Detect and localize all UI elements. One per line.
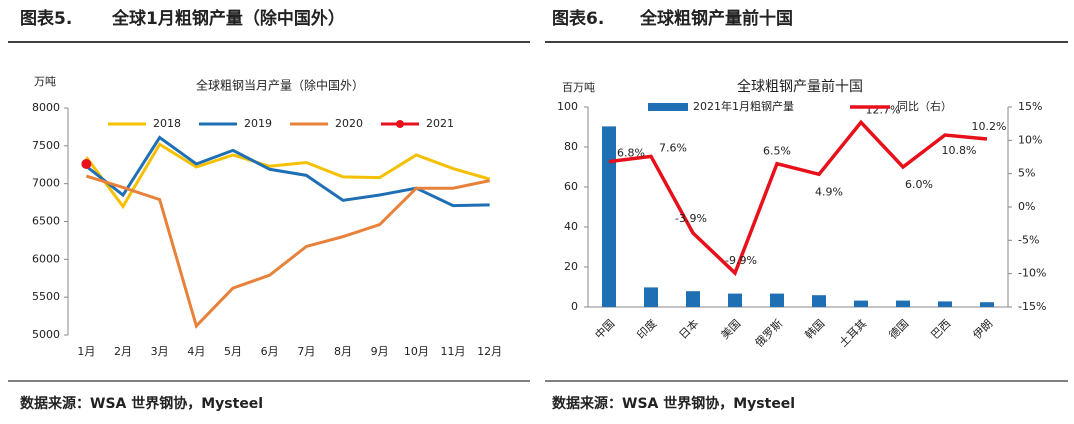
y-tick-label: 8000 — [32, 101, 60, 114]
data-label: -9.9% — [725, 254, 757, 267]
y-tick-label: 7500 — [32, 139, 60, 152]
x-tick-label: 11月 — [441, 345, 466, 358]
y2-tick-label: -15% — [1018, 300, 1046, 313]
header-label: 图表5. — [20, 8, 72, 29]
y-tick-label: 5500 — [32, 290, 60, 303]
chart-title: 全球粗钢产量前十国 — [737, 78, 863, 95]
legend-label: 2021年1月粗钢产量 — [693, 99, 794, 113]
legend-swatch — [648, 103, 688, 111]
y-tick-label: 20 — [564, 260, 578, 273]
header-label: 图表6. — [552, 8, 604, 29]
data-label: 6.8% — [617, 147, 645, 160]
source: 数据来源：WSA 世界钢协，Mysteel — [20, 395, 263, 412]
data-label: 4.9% — [815, 185, 843, 198]
y-tick-label: 40 — [564, 220, 578, 233]
x-tick-label: 伊朗 — [970, 317, 995, 342]
y-tick-label: 5000 — [32, 328, 60, 341]
line — [608, 119, 988, 277]
x-tick-label: 12月 — [477, 345, 502, 358]
bar — [854, 300, 868, 307]
x-tick-label: 印度 — [634, 316, 659, 341]
y2-tick-label: -10% — [1018, 267, 1046, 280]
y2-tick-label: -5% — [1018, 233, 1039, 246]
legend-label: 2021 — [426, 117, 454, 130]
line — [85, 174, 490, 329]
x-tick-label: 日本 — [676, 316, 701, 341]
bar — [770, 293, 784, 307]
x-tick-label: 2月 — [114, 345, 132, 358]
bar — [938, 301, 952, 307]
x-tick-label: 俄罗斯 — [753, 317, 786, 350]
bar — [812, 295, 826, 307]
data-label: 6.0% — [905, 178, 933, 191]
legend-marker — [396, 120, 404, 128]
y-tick-label: 6000 — [32, 252, 60, 265]
bar — [686, 291, 700, 307]
x-tick-label: 3月 — [151, 345, 169, 358]
legend-label: 2019 — [244, 117, 272, 130]
y-axis-label: 百万吨 — [562, 81, 595, 94]
line — [85, 142, 491, 210]
bar — [896, 300, 910, 307]
y-tick-label: 7000 — [32, 177, 60, 190]
x-tick-label: 中国 — [592, 317, 617, 342]
chart-title: 全球粗钢当月产量（除中国外） — [196, 78, 364, 93]
header-title: 全球粗钢产量前十国 — [639, 8, 793, 29]
data-label: 10.8% — [942, 144, 977, 157]
y2-tick-label: 5% — [1018, 167, 1035, 180]
x-tick-label: 8月 — [334, 345, 352, 358]
header-title: 全球1月粗钢产量（除中国外） — [111, 8, 345, 29]
y-axis-label: 万吨 — [34, 75, 56, 88]
data-label: 7.6% — [659, 141, 687, 154]
x-tick-label: 9月 — [371, 345, 389, 358]
x-tick-label: 美国 — [718, 317, 743, 342]
data-label: -3.9% — [675, 212, 707, 225]
data-label: 10.2% — [972, 120, 1007, 133]
y-tick-label: 6500 — [32, 215, 60, 228]
y-tick-label: 60 — [564, 180, 578, 193]
bar — [980, 302, 994, 307]
y2-tick-label: 15% — [1018, 100, 1042, 113]
legend-label: 2018 — [153, 117, 181, 130]
bar — [728, 293, 742, 307]
source: 数据来源：WSA 世界钢协，Mysteel — [552, 395, 795, 412]
y2-tick-label: 10% — [1018, 133, 1042, 146]
x-tick-label: 德国 — [886, 316, 911, 341]
y-tick-label: 0 — [571, 300, 578, 313]
x-tick-label: 4月 — [187, 345, 205, 358]
x-tick-label: 10月 — [404, 345, 429, 358]
x-tick-label: 韩国 — [802, 316, 827, 341]
line — [85, 135, 490, 208]
point — [81, 158, 92, 169]
y-tick-label: 80 — [564, 140, 578, 153]
data-label: 6.5% — [763, 145, 791, 158]
legend-label: 2020 — [335, 117, 363, 130]
x-tick-label: 巴西 — [928, 317, 953, 342]
x-tick-label: 土耳其 — [837, 317, 870, 350]
bar — [644, 287, 658, 307]
x-tick-label: 6月 — [261, 345, 279, 358]
legend-label: 同比（右） — [897, 99, 952, 113]
y2-tick-label: 0% — [1018, 200, 1035, 213]
y-tick-label: 100 — [557, 100, 578, 113]
x-tick-label: 1月 — [77, 345, 95, 358]
bar — [602, 126, 616, 308]
x-tick-label: 7月 — [297, 345, 315, 358]
x-tick-label: 5月 — [224, 345, 242, 358]
